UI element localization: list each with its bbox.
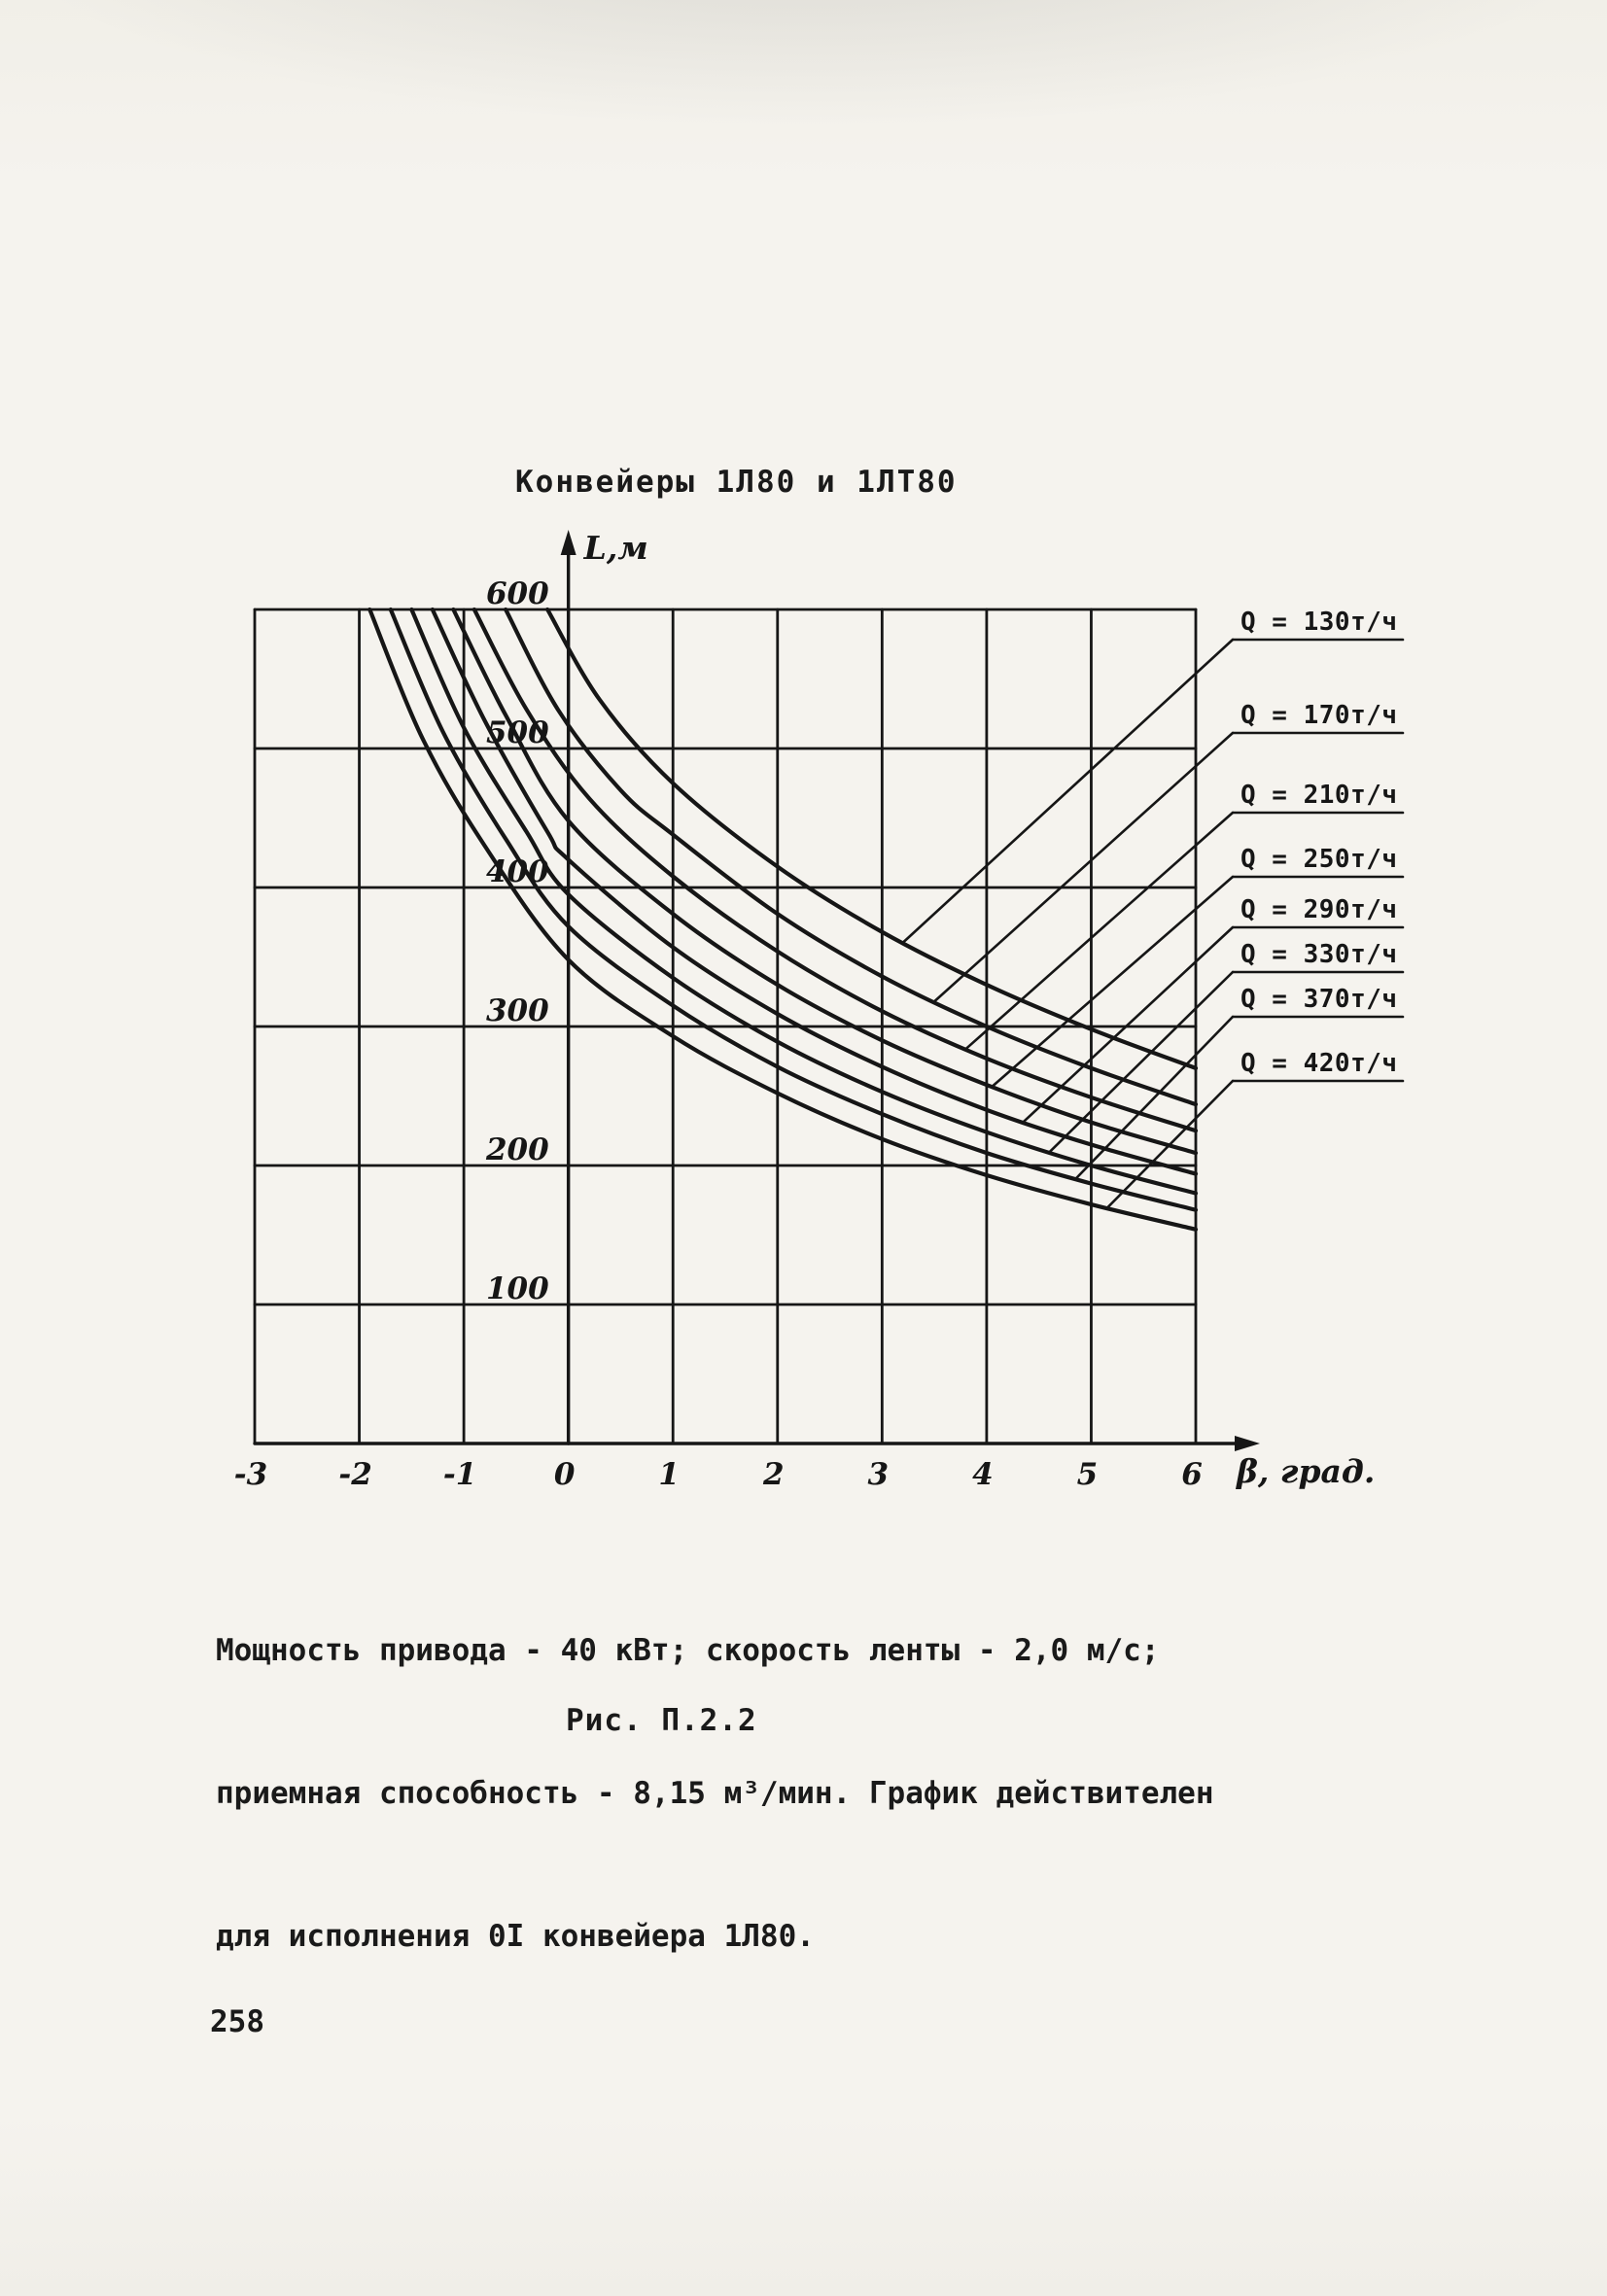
figure-caption-line-1: Мощность привода - 40 кВт; скорость лент… — [216, 1633, 1160, 1668]
figure-caption: Мощность привода - 40 кВт; скорость лент… — [216, 1532, 1214, 2056]
svg-text:2: 2 — [762, 1457, 785, 1492]
page-number: 258 — [210, 2004, 264, 2039]
figure-caption-line-3: для исполнения 0I конвейера 1Л80. — [216, 1919, 815, 1954]
svg-text:Q = 370т/ч: Q = 370т/ч — [1240, 985, 1398, 1014]
svg-text:300: 300 — [486, 993, 549, 1028]
svg-text:4: 4 — [972, 1457, 994, 1492]
svg-text:-2: -2 — [338, 1457, 371, 1492]
svg-text:L,м: L,м — [583, 529, 648, 567]
svg-text:β, град.: β, град. — [1235, 1452, 1375, 1490]
svg-text:Q = 420т/ч: Q = 420т/ч — [1240, 1049, 1398, 1078]
svg-text:Q = 170т/ч: Q = 170т/ч — [1240, 701, 1398, 730]
svg-text:3: 3 — [868, 1457, 890, 1492]
svg-text:1: 1 — [658, 1457, 680, 1492]
svg-text:-1: -1 — [443, 1457, 476, 1492]
svg-text:-3: -3 — [234, 1457, 267, 1492]
figure-number-label: Рис. П.2.2 — [566, 1703, 757, 1738]
svg-text:600: 600 — [486, 576, 549, 611]
svg-text:5: 5 — [1077, 1457, 1099, 1492]
svg-text:6: 6 — [1181, 1457, 1203, 1492]
figure-caption-line-2: приемная способность - 8,15 м³/мин. Граф… — [216, 1776, 1214, 1811]
svg-text:Q = 250т/ч: Q = 250т/ч — [1240, 845, 1398, 874]
svg-text:200: 200 — [485, 1132, 549, 1167]
chart-title: Конвейеры 1Л80 и 1ЛТ80 — [515, 465, 958, 500]
svg-text:Q = 290т/ч: Q = 290т/ч — [1240, 895, 1398, 924]
svg-text:Q = 330т/ч: Q = 330т/ч — [1240, 940, 1398, 969]
svg-text:100: 100 — [486, 1271, 549, 1306]
svg-text:Q = 130т/ч: Q = 130т/ч — [1240, 608, 1398, 637]
svg-text:0: 0 — [554, 1457, 576, 1492]
svg-text:Q = 210т/ч: Q = 210т/ч — [1240, 781, 1398, 810]
